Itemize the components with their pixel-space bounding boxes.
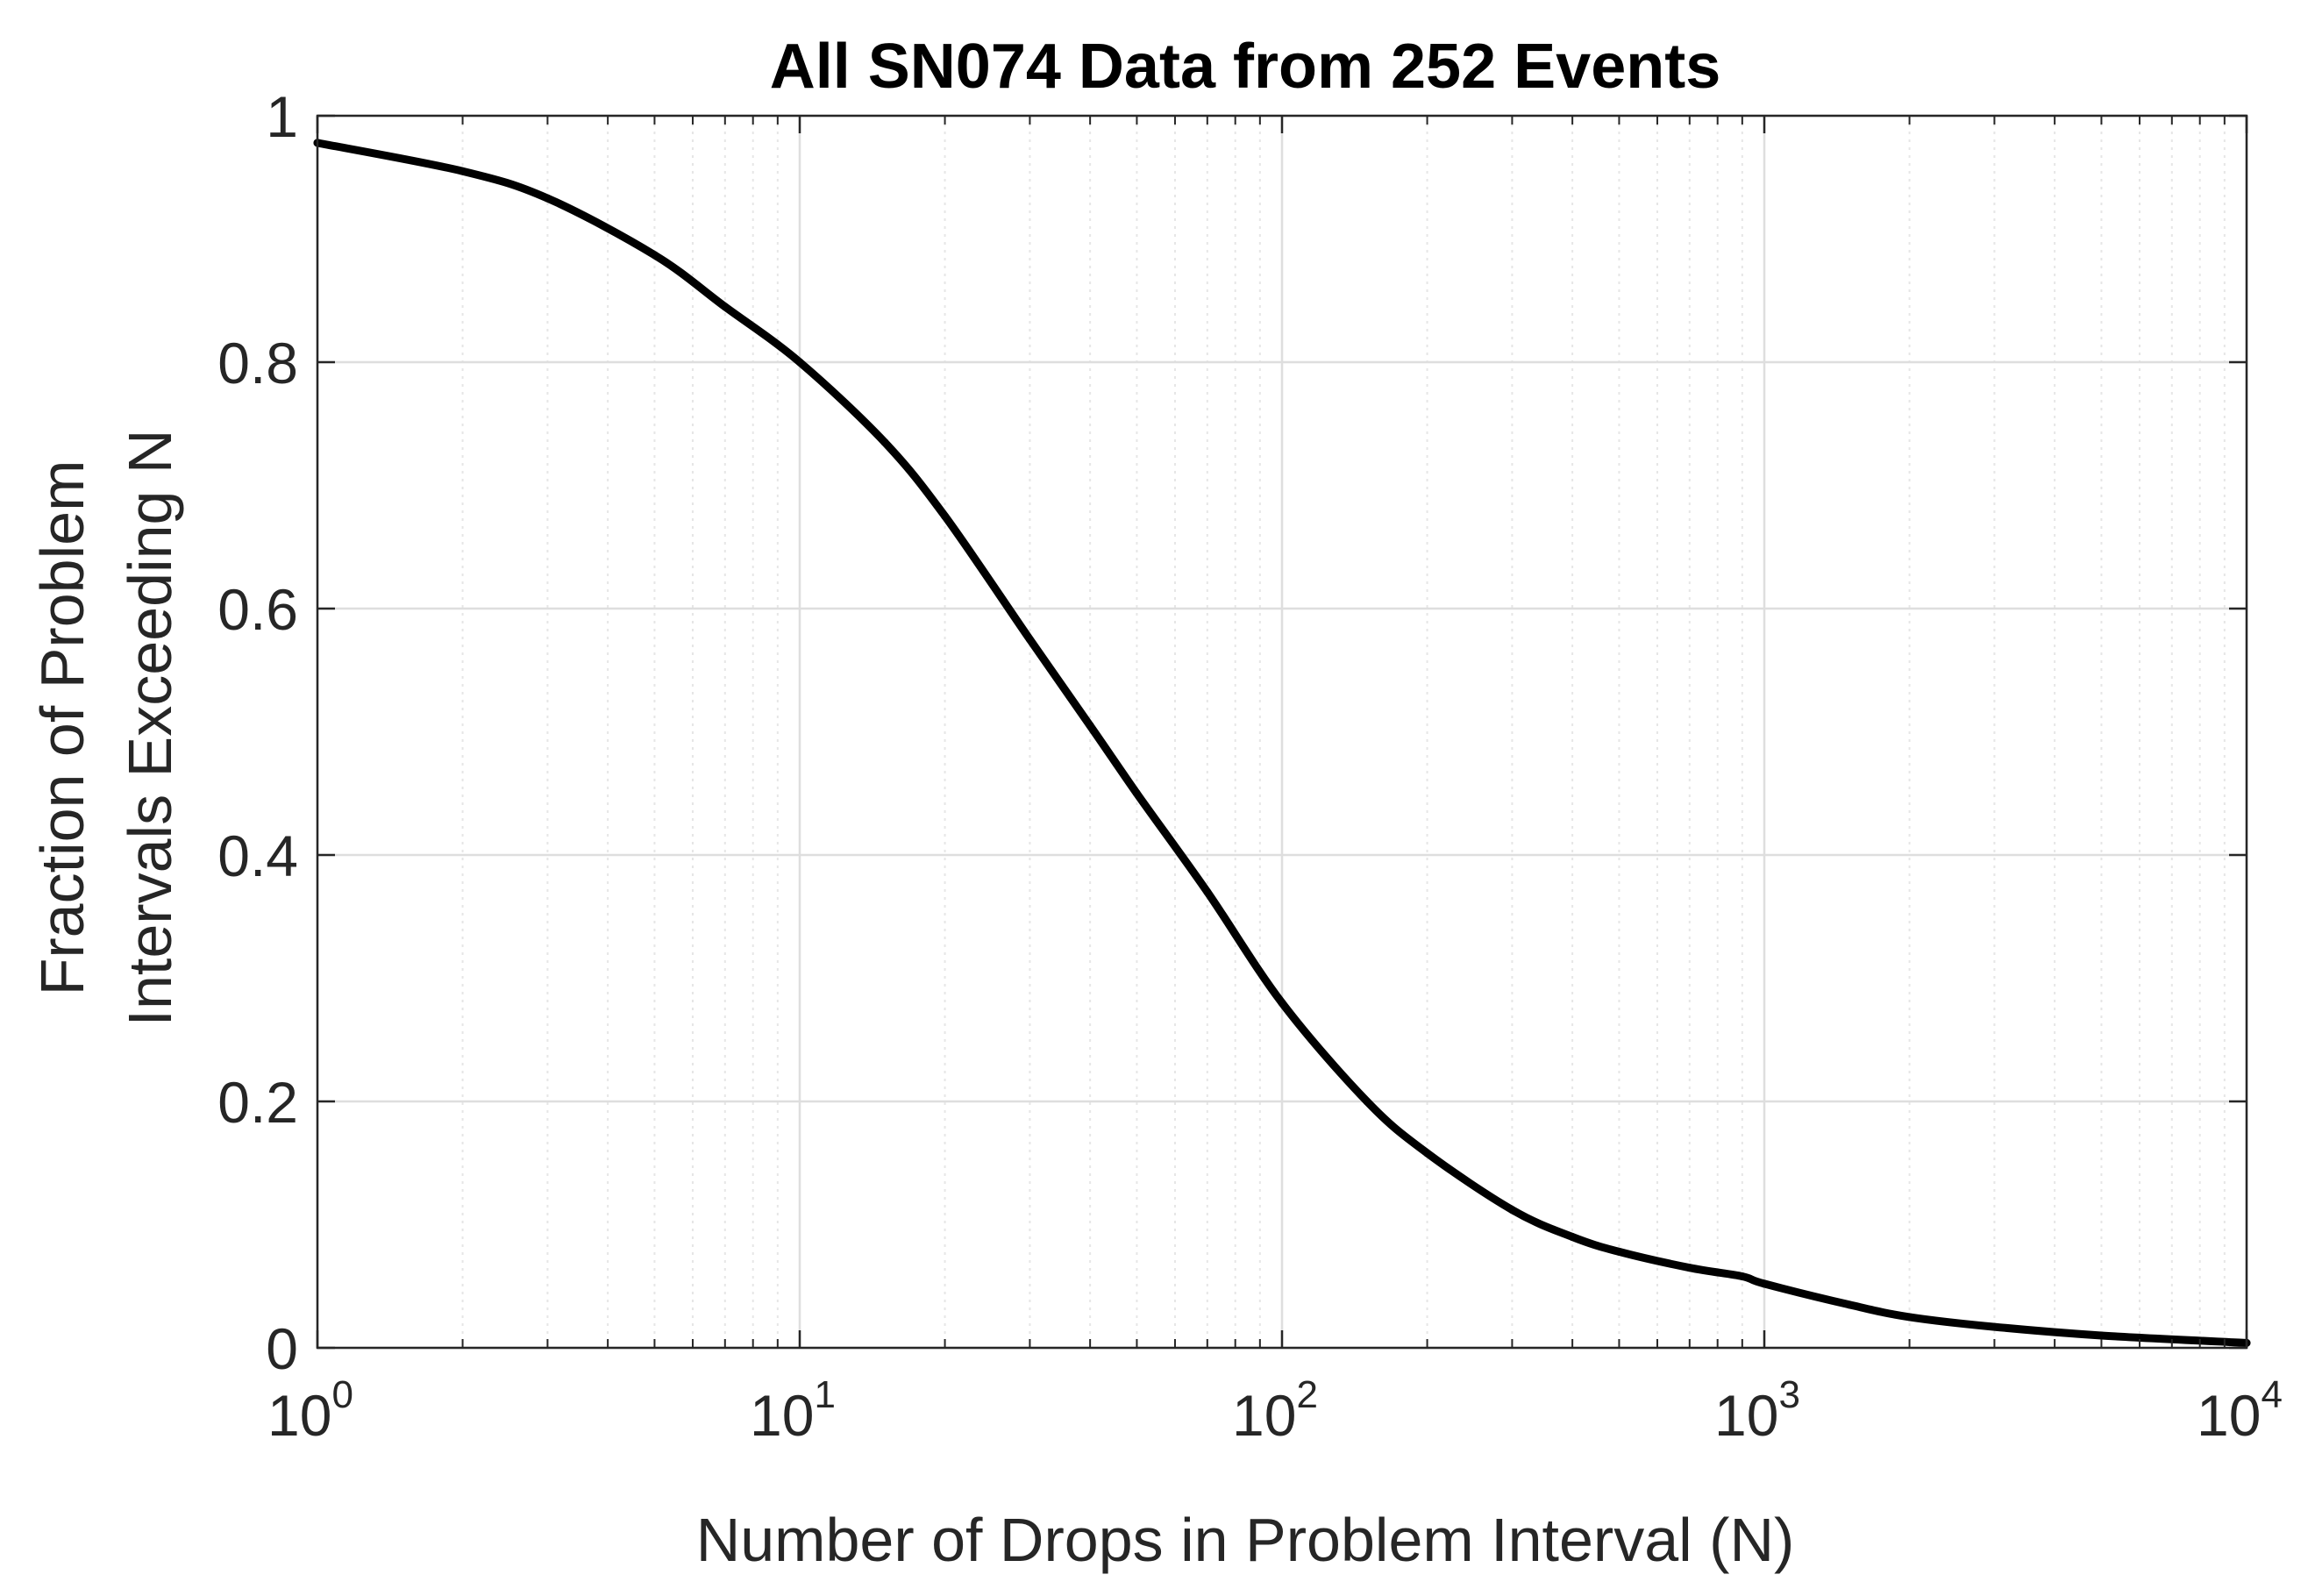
data-point (1738, 1272, 1747, 1281)
x-tick-label: 102 (1232, 1373, 1318, 1448)
data-point (1685, 1264, 1694, 1272)
y-axis-tick-labels: 0 0.2 0.4 0.6 0.8 1 (217, 84, 298, 1381)
x-axis-tick-labels: 100 101 102 103 104 (267, 1373, 2283, 1448)
y-tick-label: 0.4 (217, 823, 298, 888)
data-point (721, 303, 730, 311)
data-point (1423, 1149, 1432, 1158)
x-tick-label: 103 (1714, 1373, 1800, 1448)
data-point (880, 438, 889, 446)
data-point (795, 358, 804, 367)
data-point (1568, 1233, 1577, 1242)
data-point (1760, 1279, 1769, 1288)
data-point (459, 167, 467, 175)
y-tick-label: 0.2 (217, 1070, 298, 1135)
y-tick-label: 0 (266, 1316, 298, 1381)
y-tick-label: 0.8 (217, 331, 298, 395)
data-point (650, 251, 659, 260)
data-point (1614, 1247, 1623, 1256)
minor-grid (461, 116, 2226, 1348)
data-point (1990, 1322, 1998, 1331)
data-point (1203, 887, 1212, 896)
data-point (1507, 1206, 1516, 1215)
data-point (1905, 1313, 1914, 1322)
y-tick-label: 1 (266, 84, 298, 149)
x-tick-label: 104 (2197, 1373, 2283, 1448)
data-point (1025, 635, 1034, 644)
data-points (313, 139, 2251, 1347)
data-point (941, 512, 950, 521)
axis-tick-marks (316, 114, 2248, 1350)
x-tick-label: 101 (750, 1373, 836, 1448)
y-axis-label-line2: Intervals Exceeding N (116, 430, 184, 1027)
data-point (1278, 999, 1286, 1008)
x-tick-label: 100 (267, 1373, 353, 1448)
chart-title: All SN074 Data from 252 Events (770, 32, 1720, 102)
data-point (1845, 1300, 1854, 1309)
data-point (2097, 1331, 2105, 1340)
x-axis-label: Number of Drops in Problem Interval (N) (696, 1506, 1795, 1574)
data-point (1132, 789, 1141, 798)
data-point (543, 194, 552, 203)
y-axis-label-line1: Fraction of Problem (28, 460, 96, 996)
y-tick-label: 0.6 (217, 577, 298, 642)
data-point (1086, 721, 1094, 730)
data-point (1363, 1097, 1371, 1106)
